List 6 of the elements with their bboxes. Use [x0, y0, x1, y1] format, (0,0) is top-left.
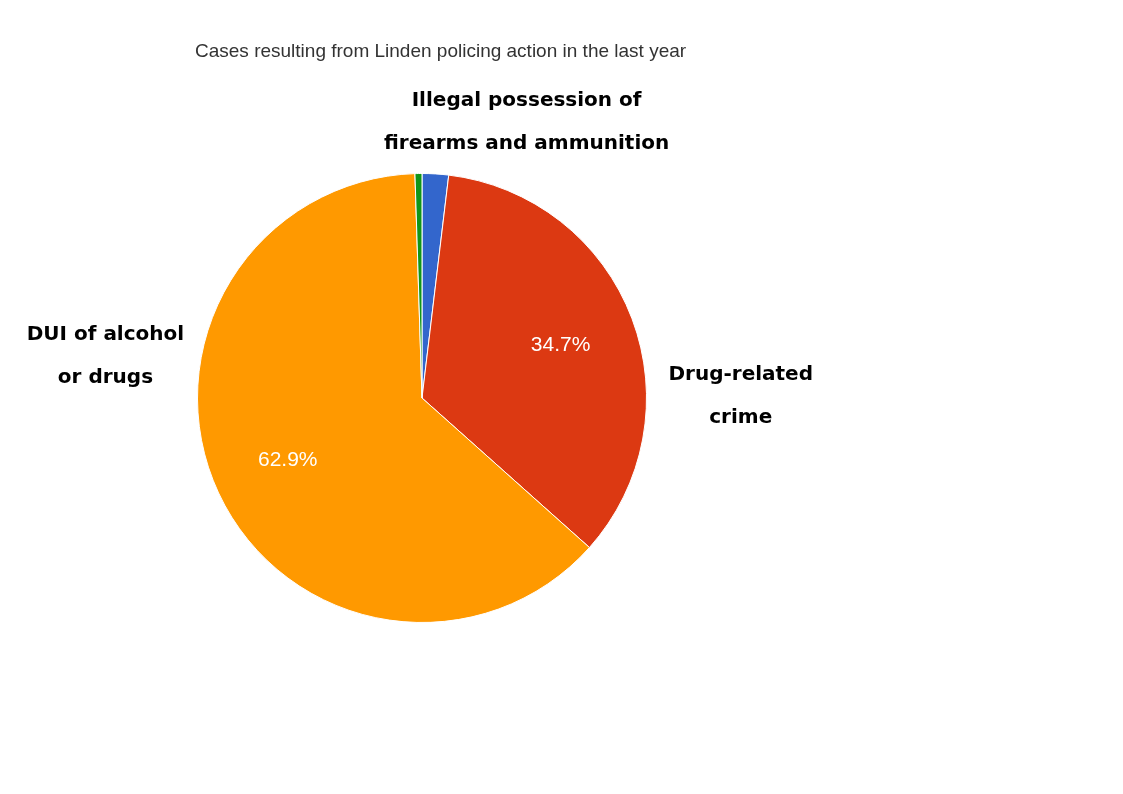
chart-title: Cases resulting from Linden policing action in the last year [195, 39, 688, 63]
slice-label: Illegal possession of firearms and ammunition [383, 87, 670, 155]
slice-label: DUI of alcohol or drugs [26, 320, 185, 388]
data-label: 34.7% [530, 332, 591, 356]
slice-label: Drug-related crime [668, 361, 813, 429]
data-label: 62.9% [257, 447, 318, 471]
